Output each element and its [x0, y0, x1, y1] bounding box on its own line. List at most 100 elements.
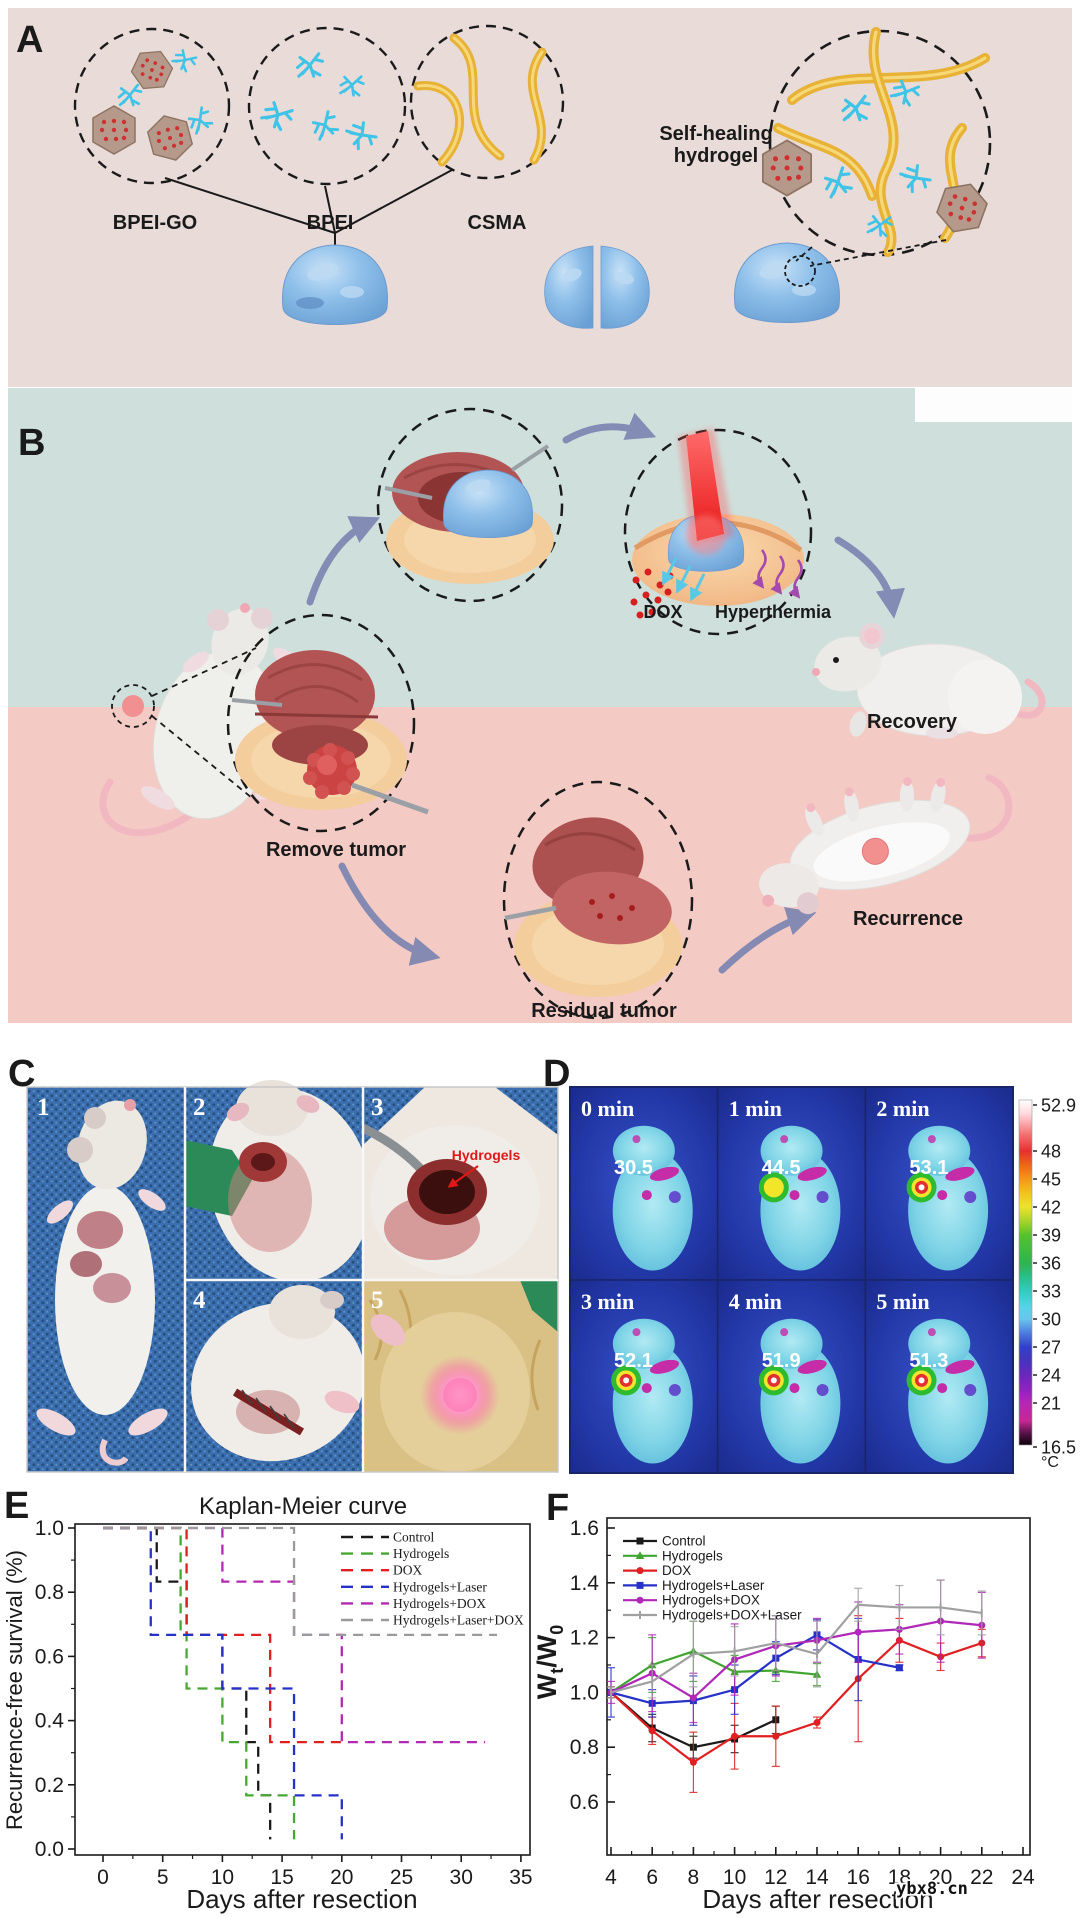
hydrogels-annotation: Hydrogels [452, 1147, 521, 1163]
colorbar-tick-label: 16.5 [1041, 1438, 1076, 1458]
chart-f-xtick: 22 [970, 1866, 993, 1889]
recovery-label: Recovery [867, 711, 958, 733]
thermal-time-label: 2 min [876, 1096, 929, 1121]
colorbar-tick-label: 42 [1041, 1198, 1061, 1218]
chart-e-ytick: 1.0 [35, 1517, 64, 1540]
panel-b-corner-notch [915, 388, 1072, 422]
chart-f-ytick: 0.8 [570, 1736, 599, 1759]
panel-e: E Kaplan-Meier curve 0 5 10 15 20 25 30 35 0.0 0.… [2, 1485, 533, 1914]
thermal-grid-border [569, 1086, 1014, 1474]
panel-f-label: F [546, 1487, 569, 1529]
sutured-wound [232, 1388, 305, 1436]
hydrogel-blob-cut [544, 245, 650, 329]
photo-number-3: 3 [371, 1094, 384, 1121]
chart-f-legend-label: Hydrogels [662, 1548, 723, 1563]
thermal-frame: 1 min 44.5 [716, 1086, 867, 1281]
chart-f-xtick: 18 [888, 1866, 911, 1889]
photo-4 [185, 1280, 365, 1472]
thermal-frame: 2 min 53.1 [864, 1086, 1014, 1281]
colorbar-tick-label: 21 [1041, 1394, 1061, 1414]
watermark: ybx8.cn [896, 1879, 968, 1899]
residual-tumor-illustration [502, 780, 694, 1020]
panel-d-label: D [543, 1053, 570, 1095]
thermal-temp-value: 53.1 [909, 1157, 948, 1179]
thermal-time-label: 3 min [581, 1289, 634, 1314]
f-series-hydrogels [606, 1620, 822, 1699]
recurrent-tumor-spot [861, 837, 889, 865]
chart-f-legend-label: Hydrogels+Laser [662, 1578, 765, 1593]
photo-number-4: 4 [193, 1287, 206, 1314]
photo-number-1: 1 [37, 1094, 50, 1121]
recovery-mouse [812, 623, 1046, 739]
chart-e-xtick: 20 [330, 1866, 353, 1889]
colorbar-tick-label: 33 [1041, 1282, 1061, 1302]
chart-f-xtick: 14 [805, 1866, 829, 1889]
chart-e-xtick: 10 [211, 1866, 234, 1889]
chart-e-xtick: 35 [509, 1866, 532, 1889]
panel-a-label: A [16, 19, 43, 61]
dox-diffusion-arrows [662, 557, 706, 602]
km-curve-hydrogels-dox [103, 1526, 486, 1744]
chart-e-ytick: 0.8 [35, 1581, 64, 1604]
chart-f-ytick: 1.2 [570, 1627, 599, 1650]
panel-e-label: E [4, 1485, 29, 1527]
flow-arrows [306, 412, 906, 974]
panel-a: A [8, 8, 1072, 387]
converging-lines [164, 169, 453, 254]
hydrogel-blob-whole [282, 244, 388, 325]
thermal-time-label: 0 min [581, 1096, 634, 1121]
chart-e-legend-label: Hydrogels+DOX [393, 1596, 486, 1611]
chart-e-legend-label: Control [393, 1530, 435, 1545]
hyperthermia-label: Hyperthermia [715, 602, 832, 622]
residual-tumor-dots [589, 893, 635, 921]
thermal-time-label: 1 min [729, 1096, 782, 1121]
tumor-weight-chart: 4 6 8 10 12 14 16 18 20 22 24 0.6 0.8 1.0 1.2 1.4 1.6 Con… [570, 1517, 1035, 1889]
chart-e-legend-label: Hydrogels [393, 1546, 449, 1561]
tumor-spot [122, 695, 144, 717]
chart-e-legend-label: DOX [393, 1563, 422, 1578]
thermal-temp-value: 51.3 [909, 1350, 948, 1372]
chart-f-xtick: 8 [688, 1866, 700, 1889]
chart-e-ytick: 0.6 [35, 1645, 64, 1668]
csma-label: CSMA [468, 212, 527, 234]
dox-label: DOX [643, 602, 682, 622]
kaplan-meier-chart: 0 5 10 15 20 25 30 350.00.20.40.60.81.0 ControlH… [35, 1517, 533, 1889]
chart-f-ytick: 0.6 [570, 1791, 599, 1814]
thermal-colorbar: 52.9 48 45 42 39 36 33 30 27 24 21 16.5 °C [1018, 1096, 1076, 1471]
chart-f-xtick: 16 [847, 1866, 870, 1889]
f-series-hydrogels-dox-laser [607, 1579, 986, 1699]
tumor-ball [303, 743, 360, 799]
colorbar-tick-label: 30 [1041, 1310, 1061, 1330]
chart-e-legend-label: Hydrogels+Laser [393, 1579, 487, 1594]
colorbar-tick-label: 36 [1041, 1254, 1061, 1274]
self-healing-caption-line2: hydrogel [674, 145, 758, 167]
panel-f: F 4 6 8 10 12 14 16 18 20 22 24 0.6 0.8 1.0 1.2 1.4 1.6 C… [532, 1487, 1035, 1914]
bpei-go-circle [73, 27, 231, 185]
panel-d: D 0 min 30.5 1 min 44.5 2 min 53.1 3 min 52.1 4 … [543, 1053, 1076, 1474]
self-healing-network-circle [761, 27, 993, 257]
surgery-photo-grid: Hydrogels [26, 1080, 559, 1473]
photo-number-2: 2 [193, 1094, 206, 1121]
colorbar-unit: °C [1041, 1454, 1059, 1471]
photo-number-5: 5 [371, 1287, 384, 1314]
surgical-tool [351, 782, 429, 815]
chart-e-xtick: 30 [450, 1866, 473, 1889]
km-curve-hydrogels-laser [103, 1526, 343, 1840]
chart-f-ytick: 1.4 [570, 1572, 600, 1595]
chart-e-xlabel: Days after resection [186, 1884, 417, 1914]
chart-f-xtick: 12 [764, 1866, 787, 1889]
hydrogel-blob-healed [734, 239, 947, 323]
chart-f-xtick: 20 [929, 1866, 952, 1889]
colorbar-tick-label: 45 [1041, 1170, 1061, 1190]
chart-f-ylabel: Wt/W0 [532, 1625, 567, 1700]
chart-f-legend-label: DOX [662, 1563, 691, 1578]
chart-f-xtick: 4 [605, 1866, 617, 1889]
remove-tumor-label: Remove tumor [266, 839, 406, 861]
chart-f-xtick: 6 [646, 1866, 658, 1889]
colorbar-tick-label: 27 [1041, 1338, 1061, 1358]
photo-3: Hydrogels [361, 1087, 558, 1280]
photo-5 [363, 1280, 558, 1472]
chart-e-axes-box [74, 1523, 531, 1856]
chart-f-ytick: 1.0 [570, 1681, 599, 1704]
